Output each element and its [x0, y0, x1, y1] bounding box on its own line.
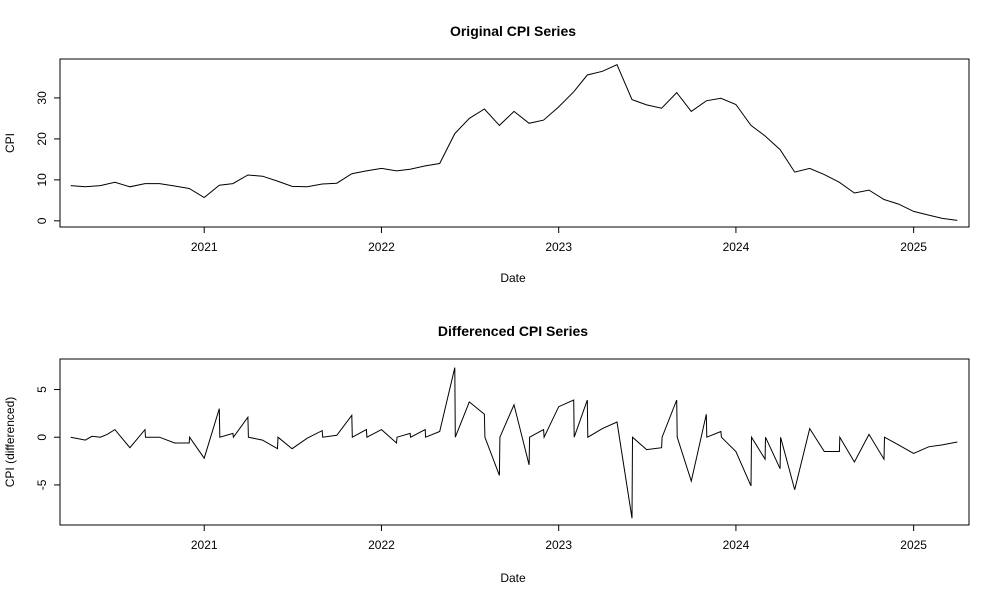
top-x-ticks: 2021 2022 2023 2024 2025 — [191, 227, 927, 254]
x-tick-label: 2024 — [723, 240, 750, 254]
y-tick-label: 20 — [35, 132, 49, 146]
bottom-panel: Differenced CPI Series Date CPI (differe… — [3, 323, 970, 585]
bottom-x-axis-label: Date — [500, 571, 526, 585]
top-y-ticks: 0 10 20 30 — [35, 91, 60, 224]
top-panel: Original CPI Series Date CPI 2021 2022 202… — [3, 23, 970, 285]
top-cpi-series-line — [70, 64, 958, 221]
bottom-y-axis-label: CPI (differenced) — [3, 397, 17, 488]
x-tick-label: 2024 — [723, 538, 750, 552]
y-tick-label: -5 — [35, 479, 49, 490]
bottom-plot-frame — [59, 358, 970, 526]
top-chart-title: Original CPI Series — [450, 23, 576, 39]
top-y-axis-label: CPI — [3, 133, 17, 153]
x-tick-label: 2021 — [191, 240, 218, 254]
y-tick-label: 10 — [35, 173, 49, 187]
x-tick-label: 2021 — [191, 538, 218, 552]
y-tick-label: 0 — [35, 217, 49, 224]
bottom-x-ticks: 2021 2022 2023 2024 2025 — [191, 525, 927, 552]
y-tick-label: 30 — [35, 91, 49, 105]
x-tick-label: 2023 — [545, 240, 572, 254]
top-x-axis-label: Date — [500, 271, 526, 285]
x-tick-label: 2025 — [900, 240, 927, 254]
y-tick-label: 5 — [35, 386, 49, 393]
y-tick-label: 0 — [35, 434, 49, 441]
bottom-y-ticks: -5 0 5 — [35, 386, 60, 490]
x-tick-label: 2025 — [900, 538, 927, 552]
top-plot-frame — [59, 58, 970, 228]
x-tick-label: 2022 — [368, 240, 395, 254]
bottom-chart-title: Differenced CPI Series — [438, 323, 588, 339]
x-tick-label: 2022 — [368, 538, 395, 552]
bottom-cpi-differenced-series-line — [70, 367, 958, 519]
x-tick-label: 2023 — [545, 538, 572, 552]
